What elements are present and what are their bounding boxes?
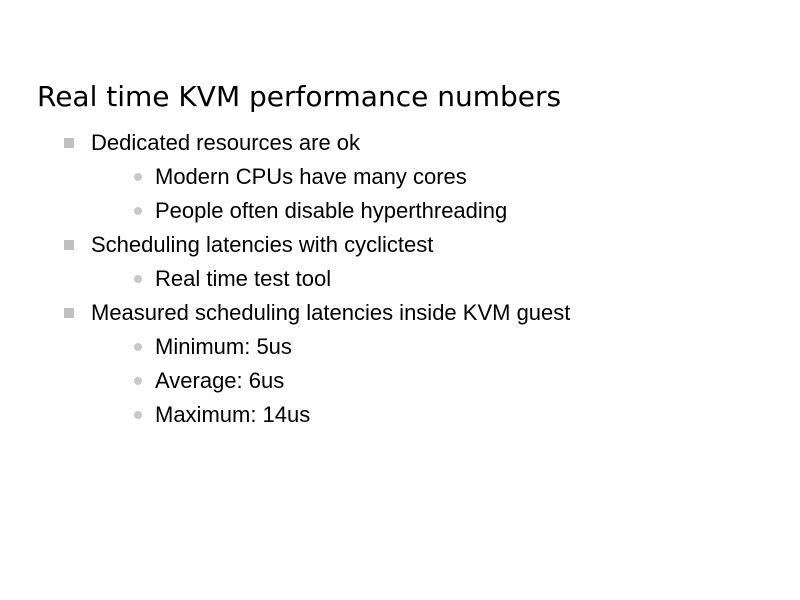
bullet-text: Scheduling latencies with cyclictest [91, 232, 434, 257]
bullet-text: Real time test tool [155, 266, 332, 291]
bullet-text: People often disable hyperthreading [155, 198, 508, 223]
bullet-list: Dedicated resources are ok Modern CPUs ha… [0, 127, 570, 433]
bullet-text: Average: 6us [155, 368, 285, 393]
bullet-item: Scheduling latencies with cyclictest [0, 229, 570, 263]
bullet-text: Maximum: 14us [155, 402, 311, 427]
slide-title: Real time KVM performance numbers [37, 80, 562, 113]
square-bullet-icon [64, 308, 74, 318]
square-bullet-icon [64, 240, 74, 250]
bullet-item: Average: 6us [0, 365, 570, 399]
bullet-item: Dedicated resources are ok [0, 127, 570, 161]
bullet-text: Modern CPUs have many cores [155, 164, 467, 189]
bullet-text: Dedicated resources are ok [91, 130, 361, 155]
bullet-text: Measured scheduling latencies inside KVM… [91, 300, 571, 325]
dot-bullet-icon [134, 377, 142, 385]
dot-bullet-icon [134, 173, 142, 181]
bullet-item: People often disable hyperthreading [0, 195, 570, 229]
bullet-item: Maximum: 14us [0, 399, 570, 433]
bullet-item: Minimum: 5us [0, 331, 570, 365]
bullet-item: Modern CPUs have many cores [0, 161, 570, 195]
bullet-item: Real time test tool [0, 263, 570, 297]
square-bullet-icon [64, 138, 74, 148]
dot-bullet-icon [134, 343, 142, 351]
bullet-item: Measured scheduling latencies inside KVM… [0, 297, 570, 331]
bullet-text: Minimum: 5us [155, 334, 292, 359]
dot-bullet-icon [134, 275, 142, 283]
dot-bullet-icon [134, 207, 142, 215]
dot-bullet-icon [134, 411, 142, 419]
